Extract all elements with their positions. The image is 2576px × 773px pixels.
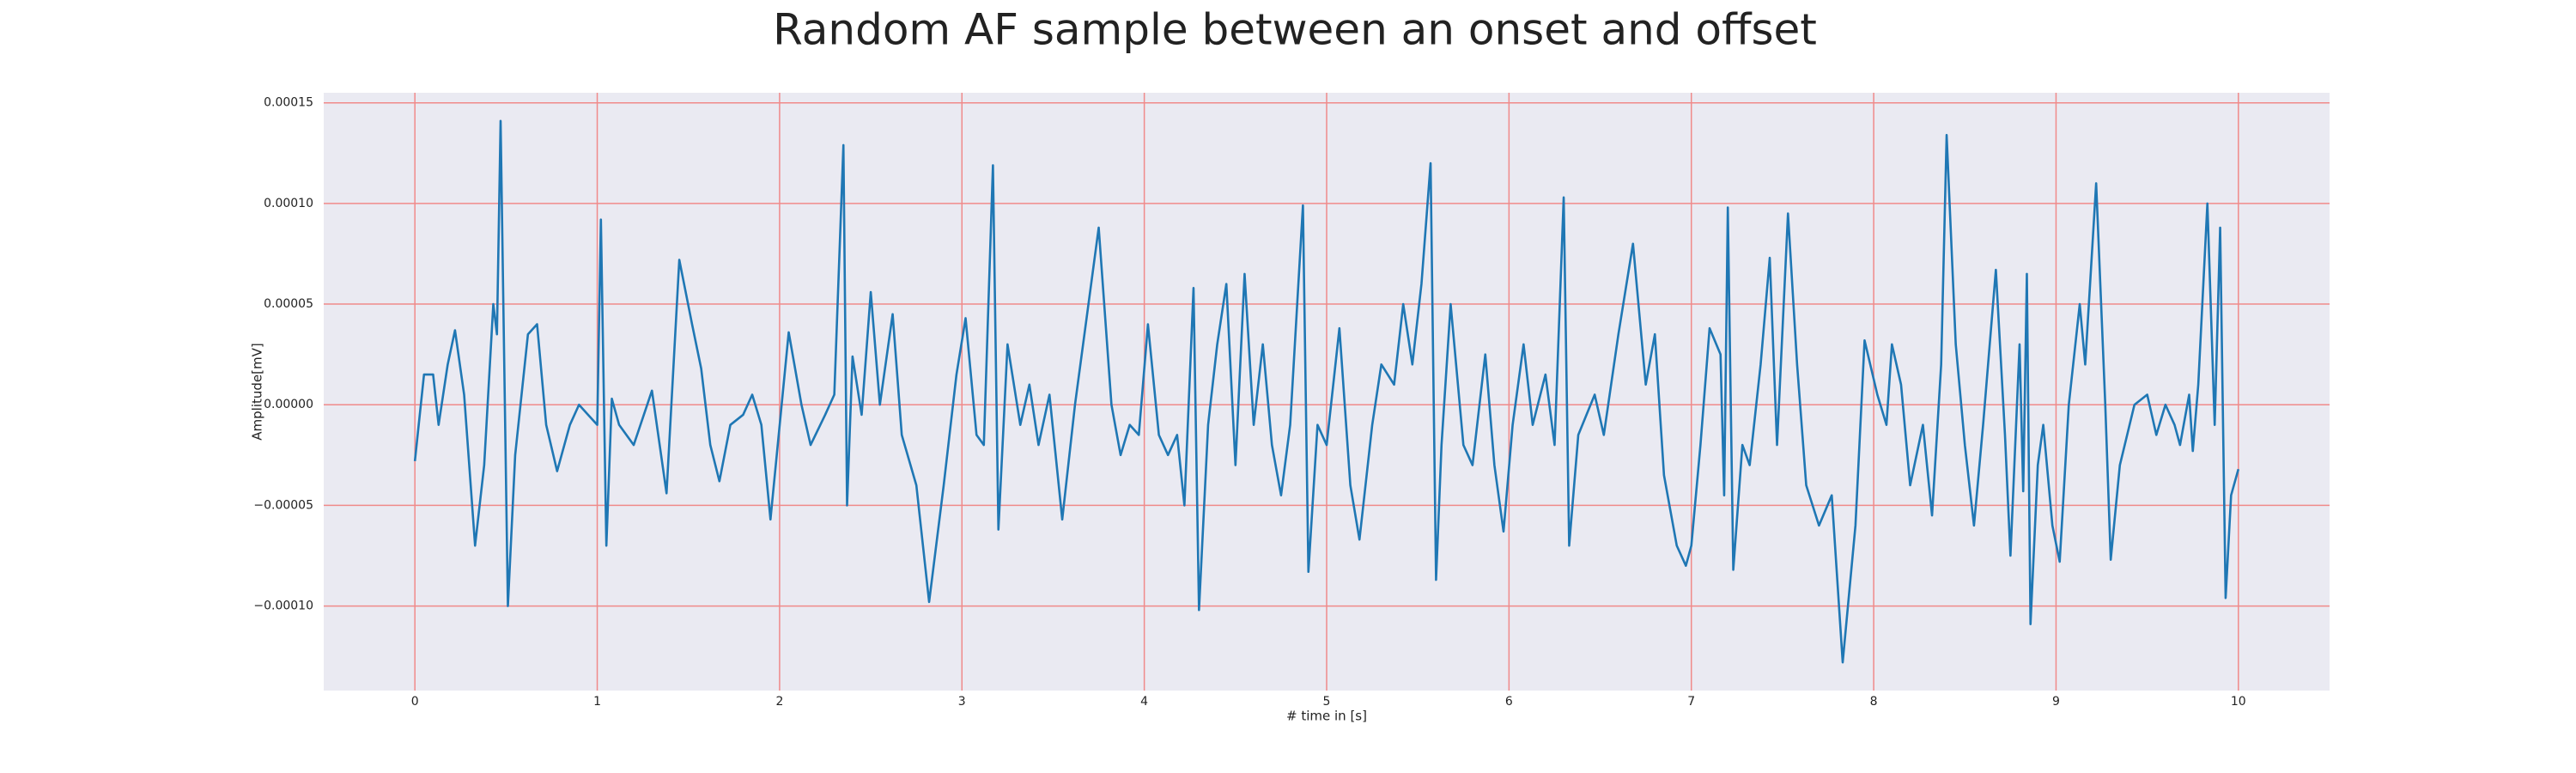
x-tick-label: 2 — [775, 695, 783, 709]
x-tick-label: 1 — [593, 695, 601, 709]
y-tick-label: 0.00005 — [264, 297, 313, 311]
x-tick-label: 10 — [2231, 695, 2246, 709]
y-axis-label: Amplitude[mV] — [250, 343, 265, 440]
y-tick-label: −0.00010 — [253, 600, 313, 613]
x-tick-label: 0 — [411, 695, 419, 709]
x-tick-label: 9 — [2052, 695, 2060, 709]
x-tick-label: 7 — [1687, 695, 1695, 709]
y-tick-label: 0.00000 — [264, 398, 313, 411]
data-line — [413, 119, 2240, 664]
y-tick-label: 0.00010 — [264, 197, 313, 210]
x-tick-label: 4 — [1140, 695, 1148, 709]
x-tick-label: 8 — [1870, 695, 1878, 709]
x-tick-label: 3 — [958, 695, 966, 709]
x-tick-label: 6 — [1505, 695, 1513, 709]
y-tick-label: 0.00015 — [264, 96, 313, 110]
x-tick-label: 5 — [1323, 695, 1331, 709]
x-axis-label: # time in [s] — [1286, 709, 1367, 724]
y-tick-label: −0.00005 — [253, 498, 313, 512]
chart-title: Random AF sample between an onset and of… — [773, 5, 1817, 55]
